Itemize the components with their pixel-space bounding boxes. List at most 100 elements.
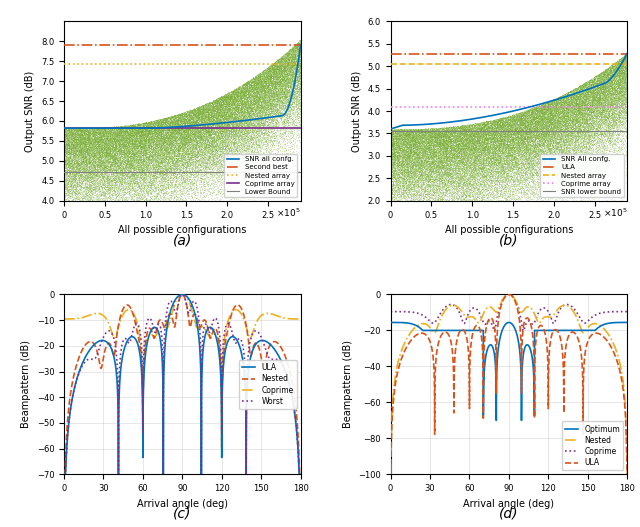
Point bbox=[572, 149, 582, 158]
Point bbox=[201, 188, 211, 197]
Point bbox=[152, 146, 162, 154]
Point bbox=[149, 131, 159, 140]
Point bbox=[412, 157, 422, 165]
Point bbox=[607, 122, 617, 130]
Point bbox=[621, 72, 632, 81]
Point bbox=[554, 131, 564, 139]
Point bbox=[243, 93, 253, 101]
Point bbox=[447, 161, 457, 170]
Point bbox=[614, 93, 625, 102]
Point bbox=[531, 112, 541, 121]
Point bbox=[185, 109, 195, 117]
Point bbox=[237, 83, 247, 91]
Point bbox=[90, 197, 100, 205]
Point bbox=[264, 84, 274, 93]
Point bbox=[119, 161, 129, 169]
Point bbox=[600, 83, 610, 92]
Point bbox=[588, 123, 598, 131]
Point bbox=[220, 103, 230, 112]
Point bbox=[195, 106, 205, 115]
Point bbox=[578, 103, 588, 112]
Point bbox=[208, 106, 218, 115]
Point bbox=[129, 189, 140, 198]
Point bbox=[250, 99, 260, 107]
Point bbox=[262, 145, 272, 153]
Point bbox=[619, 51, 629, 60]
Point bbox=[556, 151, 566, 160]
Point bbox=[70, 189, 80, 197]
Point bbox=[95, 150, 105, 159]
Point bbox=[124, 189, 134, 198]
Point bbox=[620, 80, 630, 89]
Point bbox=[453, 179, 463, 188]
Point bbox=[95, 180, 106, 189]
Point bbox=[288, 116, 298, 125]
Point bbox=[405, 148, 415, 157]
Point bbox=[483, 124, 493, 133]
Point bbox=[205, 102, 216, 111]
Point bbox=[429, 172, 439, 180]
Point bbox=[122, 184, 132, 192]
Point bbox=[203, 103, 213, 111]
Point bbox=[605, 94, 616, 103]
Point bbox=[477, 158, 488, 166]
Point bbox=[572, 97, 582, 105]
Point bbox=[607, 63, 617, 72]
Point bbox=[565, 92, 575, 101]
Point bbox=[505, 135, 515, 144]
Point bbox=[410, 197, 420, 205]
Point bbox=[445, 166, 455, 174]
Point bbox=[114, 148, 124, 157]
Point bbox=[431, 197, 441, 205]
Point bbox=[617, 126, 627, 135]
Point bbox=[67, 150, 77, 158]
Point bbox=[284, 62, 294, 70]
Point bbox=[209, 106, 219, 114]
Point bbox=[581, 88, 591, 96]
Point bbox=[404, 174, 415, 183]
Point bbox=[211, 161, 221, 169]
Point bbox=[547, 118, 557, 126]
Point bbox=[136, 136, 147, 145]
Point bbox=[598, 79, 609, 87]
Point bbox=[408, 168, 418, 177]
Point bbox=[140, 138, 150, 146]
Point bbox=[169, 126, 179, 135]
Point bbox=[601, 65, 611, 74]
Point bbox=[127, 125, 137, 133]
Point bbox=[170, 130, 180, 139]
Point bbox=[291, 78, 301, 86]
Point bbox=[104, 178, 115, 186]
Point bbox=[399, 152, 410, 160]
Point bbox=[478, 133, 488, 142]
Point bbox=[618, 91, 628, 99]
Point bbox=[622, 69, 632, 77]
Point bbox=[542, 106, 552, 114]
Point bbox=[291, 69, 301, 77]
Point bbox=[270, 109, 280, 118]
Point bbox=[189, 106, 200, 114]
Point bbox=[612, 125, 622, 134]
Point bbox=[249, 77, 259, 86]
Point bbox=[135, 183, 145, 191]
Point bbox=[61, 173, 71, 182]
Point bbox=[106, 130, 116, 139]
Point bbox=[161, 131, 171, 140]
Point bbox=[440, 133, 451, 142]
Point bbox=[233, 100, 243, 109]
Point bbox=[217, 126, 227, 135]
Point bbox=[421, 126, 431, 135]
Point bbox=[167, 142, 177, 150]
Point bbox=[495, 152, 505, 160]
Point bbox=[390, 168, 400, 176]
Point bbox=[134, 123, 144, 131]
Point bbox=[264, 148, 274, 157]
Point bbox=[173, 119, 184, 127]
Point bbox=[172, 197, 182, 205]
Point bbox=[396, 164, 406, 173]
Point bbox=[554, 124, 564, 133]
Point bbox=[75, 150, 85, 158]
Point bbox=[392, 196, 403, 204]
Point bbox=[571, 117, 581, 125]
Point bbox=[537, 116, 547, 124]
